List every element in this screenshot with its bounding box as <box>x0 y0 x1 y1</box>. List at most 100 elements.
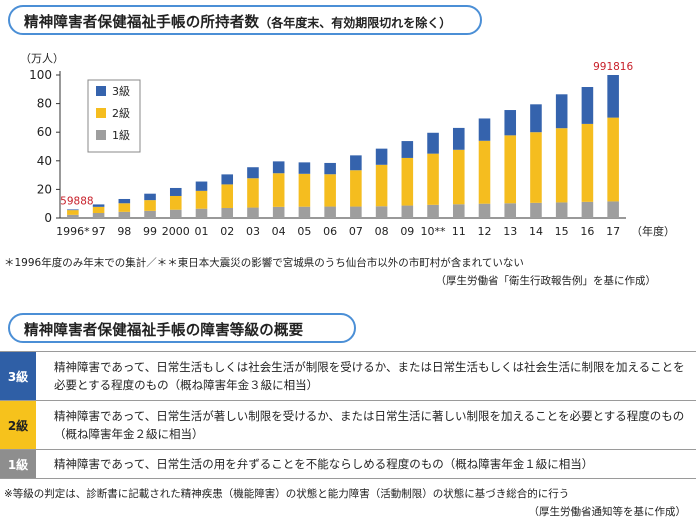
chart-title-pill: 精神障害者保健福祉手帳の所持者数（各年度末、有効期限切れを除く） <box>8 5 482 35</box>
bar-segment <box>195 190 208 209</box>
bar-segment <box>401 141 414 158</box>
bar-segment <box>272 173 285 207</box>
x-tick-label: 06 <box>323 225 337 238</box>
y-tick-label: 80 <box>37 97 52 111</box>
bar-segment <box>401 157 414 206</box>
bar-segment <box>478 118 491 141</box>
bar-segment <box>118 211 131 218</box>
bar-segment <box>298 206 311 218</box>
bar-segment <box>452 204 465 218</box>
bar-segment <box>144 210 156 218</box>
x-tick-label: 09 <box>400 225 414 238</box>
x-tick-label: 02 <box>220 225 234 238</box>
bar-segment <box>67 214 79 218</box>
chart-subtitle: （各年度末、有効期限切れを除く） <box>259 16 452 30</box>
x-tick-label: 04 <box>272 225 286 238</box>
y-tick-label: 0 <box>44 211 52 225</box>
x-axis-label: （年度） <box>631 224 675 238</box>
x-tick-label: 07 <box>349 225 363 238</box>
bar-segment <box>221 207 234 218</box>
bar-segment <box>324 206 336 218</box>
x-tick-label: 01 <box>195 225 209 238</box>
bar-segment <box>272 161 285 174</box>
bar-segment <box>247 178 259 208</box>
bar-segment <box>375 206 388 218</box>
legend-swatch <box>96 130 106 140</box>
bar-segment <box>607 75 619 118</box>
y-tick-label: 20 <box>37 182 52 196</box>
bar-segment <box>195 181 208 191</box>
bar-segment <box>67 209 79 211</box>
bar-segment <box>350 155 362 171</box>
grade-label-1: 1級 <box>0 449 36 479</box>
grade-desc-2: 精神障害であって、日常生活が著しい制限を受けるか、または日常生活に著しい制限を加… <box>36 400 696 450</box>
bar-segment <box>581 123 594 202</box>
bar-segment <box>375 164 388 207</box>
bar-segment <box>555 202 568 218</box>
y-tick-label: 60 <box>37 125 52 139</box>
bar-segment <box>221 184 234 208</box>
bar-segment <box>427 132 439 154</box>
x-tick-label: 13 <box>503 225 517 238</box>
x-tick-label: 2000 <box>162 225 190 238</box>
bar-segment <box>401 205 414 218</box>
grade-label-3: 3級 <box>0 351 36 401</box>
y-axis-label: （万人） <box>20 52 64 65</box>
x-tick-label: 15 <box>555 225 569 238</box>
bar-segment <box>555 94 568 129</box>
x-tick-label: 03 <box>246 225 260 238</box>
chart-footnote: ＊1996年度のみ年末での集計／＊＊東日本大震災の影響で宮城県のうち仙台市以外の… <box>4 257 524 269</box>
bar-segment <box>427 153 439 205</box>
bar-segment <box>118 203 131 212</box>
grade-desc-3: 精神障害であって、日常生活もしくは社会生活が制限を受けるか、または日常生活もしく… <box>36 351 696 401</box>
bar-segment <box>530 104 542 133</box>
x-tick-label: 16 <box>580 225 594 238</box>
grades-source: （厚生労働省通知等を基に作成） <box>528 506 687 518</box>
bar-segment <box>504 203 517 218</box>
chart-source: （厚生労働省「衛生行政報告例」を基に作成） <box>435 275 657 287</box>
x-tick-label: 11 <box>452 225 466 238</box>
bar-segment <box>221 174 234 185</box>
bar-segment <box>530 202 542 218</box>
bar-segment <box>350 170 362 207</box>
chart-title: 精神障害者保健福祉手帳の所持者数 <box>24 15 260 31</box>
x-tick-label: 98 <box>117 225 131 238</box>
x-tick-label: 97 <box>92 225 106 238</box>
bar-segment <box>67 210 79 215</box>
y-tick-label: 100 <box>29 68 52 82</box>
bar-segment <box>324 162 336 175</box>
legend-label: 1級 <box>112 129 130 142</box>
bar-segment <box>92 204 105 207</box>
x-tick-label: 12 <box>478 225 492 238</box>
bar-segment <box>375 148 388 165</box>
bar-segment <box>530 132 542 203</box>
grades-title: 精神障害者保健福祉手帳の障害等級の概要 <box>24 323 304 339</box>
bar-segment <box>144 193 156 201</box>
bar-segment <box>92 206 105 213</box>
bar-segment <box>195 208 208 218</box>
grade-row-1: 1級 精神障害であって、日常生活の用を弁ずることを不能ならしめる程度のもの（概ね… <box>0 449 696 479</box>
grades-footnote: ※等級の判定は、診断書に記載された精神疾患（機能障害）の状態と能力障害（活動制限… <box>4 488 570 500</box>
bar-segment <box>92 212 105 218</box>
bar-segment <box>350 206 362 218</box>
bar-segment <box>581 87 594 124</box>
grade-row-2: 2級 精神障害であって、日常生活が著しい制限を受けるか、または日常生活に著しい制… <box>0 400 696 450</box>
x-tick-label: 10** <box>421 225 446 238</box>
bar-segment <box>169 209 182 218</box>
bar-segment <box>144 200 156 211</box>
bar-segment <box>247 167 259 179</box>
bar-segment <box>555 128 568 203</box>
bar-segment <box>272 206 285 218</box>
bar-segment <box>452 127 465 150</box>
bar-segment <box>298 173 311 207</box>
bar-segment <box>581 201 594 218</box>
x-tick-label: 14 <box>529 225 543 238</box>
legend-swatch <box>96 86 106 96</box>
bar-segment <box>452 149 465 205</box>
bar-segment <box>607 201 619 218</box>
bar-segment <box>169 195 182 210</box>
bar-segment <box>478 203 491 218</box>
grade-label-2: 2級 <box>0 400 36 450</box>
data-label: 991816 <box>593 61 633 73</box>
grades-table: 3級 精神障害であって、日常生活もしくは社会生活が制限を受けるか、または日常生活… <box>0 351 696 479</box>
